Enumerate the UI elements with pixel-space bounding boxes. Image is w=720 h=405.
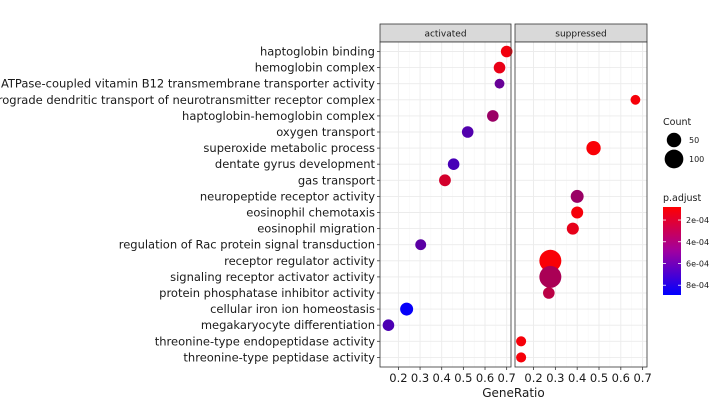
x-tick-label: 0.2 bbox=[389, 371, 407, 385]
y-tick-label: neuropeptide receptor activity bbox=[200, 189, 375, 203]
p-adjust-legend-label: 6e-04 bbox=[686, 259, 709, 268]
data-point bbox=[571, 206, 584, 219]
y-tick-label: anterograde dendritic transport of neuro… bbox=[0, 93, 375, 107]
panel-border bbox=[379, 41, 512, 368]
data-point bbox=[566, 222, 579, 235]
data-point bbox=[447, 158, 460, 170]
y-tick-label: eosinophil migration bbox=[257, 222, 375, 236]
data-point bbox=[493, 61, 506, 74]
y-tick-label: receptor regulator activity bbox=[224, 254, 375, 268]
y-tick-label: dentate gyrus development bbox=[215, 157, 376, 171]
x-tick-label: 0.4 bbox=[568, 371, 586, 385]
x-tick-label: 0.3 bbox=[546, 371, 564, 385]
data-point bbox=[516, 336, 527, 347]
data-point bbox=[461, 126, 474, 138]
x-tick-label: 0.4 bbox=[433, 371, 451, 385]
p-adjust-legend-label: 8e-04 bbox=[686, 281, 709, 290]
y-tick-label: gas transport bbox=[298, 173, 376, 187]
facet-panel-activated: activated 0.2 0.3 0.4 0.5 0.6 0.7 bbox=[379, 23, 516, 385]
y-tick-label: regulation of Rac protein signal transdu… bbox=[119, 238, 375, 252]
strip-label-suppressed: suppressed bbox=[555, 30, 607, 40]
data-point bbox=[543, 287, 555, 299]
y-tick-label: haptoglobin-hemoglobin complex bbox=[182, 109, 375, 123]
data-point bbox=[500, 45, 513, 58]
data-point bbox=[516, 352, 527, 363]
data-point bbox=[586, 140, 601, 156]
data-point bbox=[539, 249, 562, 272]
x-tick-label: 0.7 bbox=[633, 371, 651, 385]
count-legend-label: 100 bbox=[689, 155, 704, 164]
data-point bbox=[487, 110, 499, 122]
y-tick-label: cellular iron ion homeostasis bbox=[210, 302, 375, 316]
x-tick-label: 0.5 bbox=[590, 371, 608, 385]
y-tick-label: protein phosphatase inhibitor activity bbox=[159, 286, 375, 300]
x-axis-title: GeneRatio bbox=[482, 386, 544, 400]
y-tick-label: threonine-type peptidase activity bbox=[183, 350, 375, 364]
facet-panel-suppressed: suppressed 0.2 0.3 0.4 0.5 0.6 0.7 bbox=[514, 23, 652, 385]
strip-label-activated: activated bbox=[424, 30, 466, 40]
count-legend-key bbox=[666, 132, 682, 148]
panel-border bbox=[514, 41, 648, 368]
y-tick-label: megakaryocyte differentiation bbox=[201, 318, 375, 332]
panel-background bbox=[515, 42, 647, 367]
y-tick-label: haptoglobin binding bbox=[260, 45, 375, 59]
x-tick-label: 0.7 bbox=[498, 371, 516, 385]
data-point bbox=[539, 265, 562, 288]
y-tick-label: ATPase-coupled vitamin B12 transmembrane… bbox=[1, 77, 375, 91]
data-point bbox=[400, 302, 414, 316]
data-point bbox=[439, 174, 451, 187]
x-tick-label: 0.5 bbox=[454, 371, 472, 385]
data-point bbox=[415, 239, 427, 251]
data-point bbox=[570, 189, 584, 203]
count-legend-key bbox=[664, 149, 684, 169]
y-tick-label: oxygen transport bbox=[276, 125, 375, 139]
count-legend-label: 50 bbox=[689, 136, 699, 145]
data-point bbox=[630, 94, 641, 105]
p-adjust-legend: p.adjust 2e-04 4e-04 6e-04 8e-04 bbox=[663, 193, 709, 295]
count-legend: Count 50 100 bbox=[663, 117, 704, 169]
p-adjust-legend-label: 4e-04 bbox=[686, 238, 709, 247]
x-tick-label: 0.2 bbox=[524, 371, 542, 385]
y-axis-labels: haptoglobin binding hemoglobin complex ATP… bbox=[0, 45, 380, 364]
p-adjust-legend-label: 2e-04 bbox=[686, 216, 709, 225]
p-adjust-colorbar bbox=[663, 207, 681, 295]
y-tick-label: threonine-type endopeptidase activity bbox=[155, 334, 375, 348]
y-tick-label: superoxide metabolic process bbox=[203, 141, 375, 155]
x-tick-label: 0.6 bbox=[612, 371, 630, 385]
panel-background bbox=[380, 42, 511, 367]
p-adjust-legend-title: p.adjust bbox=[663, 193, 702, 204]
x-tick-label: 0.3 bbox=[411, 371, 429, 385]
y-tick-label: signaling receptor activator activity bbox=[170, 270, 375, 284]
count-legend-title: Count bbox=[663, 117, 691, 128]
data-point bbox=[494, 78, 505, 89]
x-tick-label: 0.6 bbox=[476, 371, 494, 385]
y-tick-label: eosinophil chemotaxis bbox=[246, 206, 375, 220]
data-point bbox=[382, 319, 395, 331]
y-tick-label: hemoglobin complex bbox=[255, 61, 376, 75]
